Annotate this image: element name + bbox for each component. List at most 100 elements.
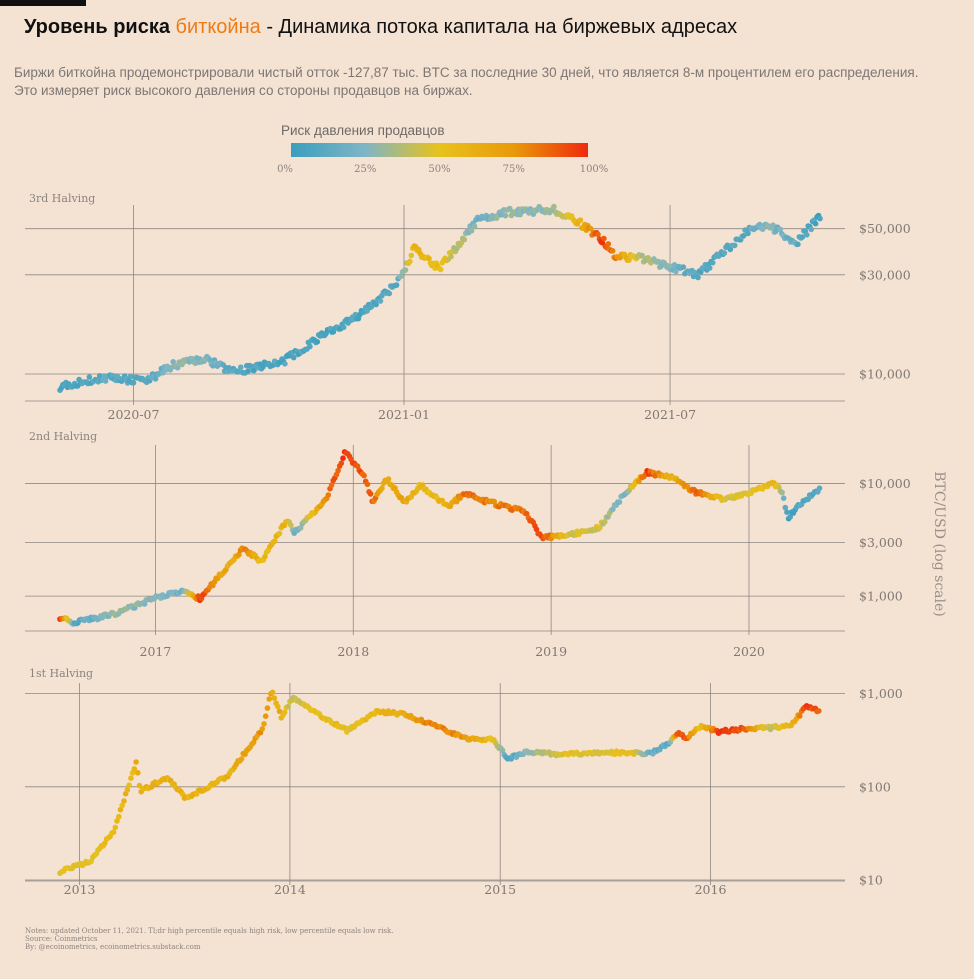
- y-tick-label: $3,000: [859, 535, 903, 550]
- price-point: [577, 217, 584, 223]
- title-highlight-part: биткойна: [175, 16, 261, 38]
- price-point: [419, 482, 426, 488]
- price-point: [126, 782, 132, 788]
- chart-subtitle: Биржи биткойна продемонстрировали чистый…: [14, 64, 974, 100]
- legend-tick-label: 50%: [428, 164, 450, 175]
- price-point: [297, 525, 304, 531]
- x-tick-label: 2021-01: [378, 407, 430, 422]
- price-point: [335, 467, 341, 474]
- price-point: [499, 747, 506, 754]
- legend-tick-label: 100%: [580, 164, 609, 175]
- x-tick-label: 2014: [274, 882, 306, 897]
- price-point: [673, 268, 679, 275]
- price-point: [680, 264, 687, 270]
- price-point: [817, 215, 823, 222]
- price-point: [238, 756, 245, 762]
- price-point: [385, 476, 392, 482]
- panel-2: 2nd Halving $1,000 $3,000 $10,000 2017 2018 20…: [25, 430, 911, 659]
- price-point: [275, 703, 281, 710]
- price-point: [386, 290, 393, 297]
- price-point: [250, 739, 257, 746]
- price-point: [340, 455, 346, 462]
- price-point: [251, 367, 257, 374]
- price-point: [133, 759, 139, 765]
- price-point: [119, 802, 125, 809]
- price-point: [602, 519, 608, 525]
- price-point: [127, 373, 134, 380]
- price-point: [808, 226, 814, 233]
- price-points: [57, 689, 822, 876]
- price-point: [448, 253, 454, 260]
- price-point: [426, 255, 432, 262]
- price-point: [731, 242, 738, 249]
- price-point: [260, 364, 266, 370]
- price-point: [102, 378, 109, 384]
- price-point: [288, 522, 294, 528]
- footer-source: Source: Coinmetrics: [25, 935, 98, 943]
- price-point: [290, 354, 297, 361]
- y-tick-label: $10: [859, 873, 883, 888]
- price-point: [264, 705, 271, 711]
- price-point: [709, 259, 716, 266]
- chart-title: Уровень риска биткойна - Динамика потока…: [24, 16, 737, 39]
- price-point: [502, 212, 509, 219]
- price-point: [314, 339, 321, 345]
- x-tick-label: 2015: [484, 882, 516, 897]
- price-point: [236, 551, 242, 558]
- y-tick-label: $1,000: [859, 589, 903, 604]
- price-point: [102, 840, 108, 846]
- price-point: [377, 298, 384, 304]
- price-point: [491, 498, 498, 505]
- price-point: [86, 374, 93, 380]
- price-point: [174, 364, 181, 371]
- price-point: [276, 708, 283, 715]
- price-point: [338, 460, 345, 467]
- y-tick-label: $1,000: [859, 686, 903, 701]
- price-point: [402, 267, 409, 273]
- price-point: [340, 324, 347, 331]
- price-point: [784, 509, 790, 515]
- price-point: [110, 829, 117, 835]
- price-point: [131, 766, 138, 772]
- price-point: [124, 787, 131, 793]
- price-point: [468, 228, 475, 234]
- price-point: [609, 248, 616, 254]
- x-tick-label: 2021-07: [644, 407, 696, 422]
- x-tick-label: 2018: [337, 644, 369, 659]
- price-point: [780, 495, 787, 502]
- price-point: [276, 530, 283, 537]
- price-point: [121, 798, 127, 804]
- price-point: [96, 373, 103, 379]
- legend-title: Риск давления продавцов: [281, 123, 445, 138]
- price-point: [262, 553, 268, 560]
- legend-tick-label: 25%: [354, 164, 376, 175]
- price-point: [740, 233, 747, 239]
- price-point: [461, 236, 468, 243]
- y-tick-label: $10,000: [859, 476, 911, 491]
- price-point: [361, 472, 367, 479]
- panel-label: 2nd Halving: [29, 430, 97, 443]
- price-point: [271, 695, 278, 701]
- price-point: [407, 258, 413, 265]
- subtitle-line-2: Это измеряет риск высокого давления со с…: [14, 83, 473, 98]
- price-point: [597, 524, 603, 531]
- y-tick-label: $100: [859, 779, 891, 794]
- price-point: [135, 770, 141, 776]
- price-point: [238, 364, 244, 371]
- price-point: [616, 499, 623, 505]
- price-point: [367, 491, 374, 497]
- price-point: [706, 265, 713, 271]
- price-point: [116, 813, 122, 820]
- price-point: [551, 203, 557, 210]
- price-point: [261, 721, 267, 727]
- price-point: [114, 818, 120, 824]
- price-point: [408, 252, 415, 259]
- x-tick-label: 2016: [695, 882, 727, 897]
- price-point: [601, 235, 607, 242]
- price-point: [373, 301, 379, 308]
- price-point: [281, 709, 288, 716]
- price-point: [610, 506, 616, 512]
- x-tick-label: 2017: [140, 644, 172, 659]
- chart-footer: Notes: updated October 11, 2021. Tl;dr h…: [25, 927, 394, 951]
